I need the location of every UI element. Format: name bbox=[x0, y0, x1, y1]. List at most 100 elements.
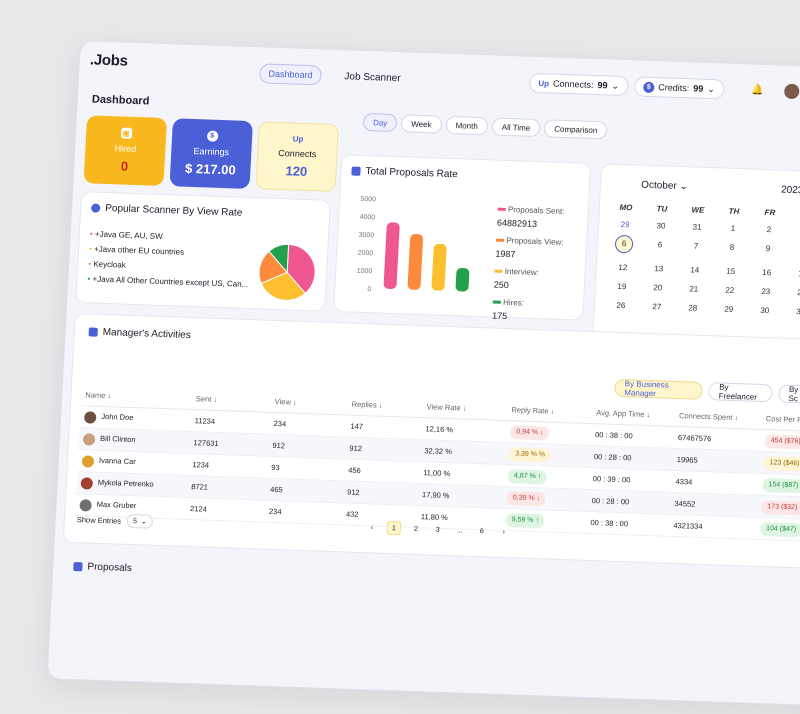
filter-week[interactable]: Week bbox=[400, 114, 443, 134]
weekday-label: FR bbox=[764, 207, 776, 218]
bar-chart-icon bbox=[351, 166, 361, 176]
calendar-day[interactable]: 31 bbox=[692, 222, 702, 232]
column-header[interactable]: Reply Rate ↓ bbox=[511, 405, 555, 416]
nav-job-scanner[interactable]: Job Scanner bbox=[344, 70, 401, 84]
filter-day[interactable]: Day bbox=[362, 112, 398, 133]
column-header[interactable]: View ↓ bbox=[274, 396, 297, 407]
tab-business-manager[interactable]: By Business Manager bbox=[614, 378, 704, 400]
connects-dropdown[interactable]: Up Connects: 99 ⌄ bbox=[528, 72, 629, 97]
calendar-day[interactable]: 14 bbox=[690, 265, 700, 275]
table-cell: 34552 bbox=[674, 498, 696, 509]
tab-freelancer[interactable]: By Freelancer bbox=[708, 382, 774, 403]
calendar-day[interactable]: 22 bbox=[725, 285, 735, 295]
column-header[interactable]: Sent ↓ bbox=[195, 394, 218, 404]
weekday-label: TU bbox=[656, 204, 668, 214]
calendar-day[interactable]: 20 bbox=[653, 283, 663, 293]
calendar-day[interactable]: 2 bbox=[766, 225, 772, 235]
bell-icon[interactable]: 🔔 bbox=[751, 84, 765, 96]
legend-item: Proposals Sent: 64882913 bbox=[496, 205, 565, 230]
calendar-day[interactable]: 15 bbox=[726, 266, 736, 276]
calendar-day[interactable]: 24 bbox=[797, 288, 800, 298]
credits-dropdown[interactable]: $ Credits: 99 ⌄ bbox=[633, 76, 725, 100]
calendar-week: 19 20 21 22 23 24 bbox=[604, 281, 800, 298]
manager-name: Ivanna Car bbox=[98, 456, 136, 467]
activities-table: Name ↓ Sent ↓ View ↓ Replies ↓ View Rate ↓ Re… bbox=[75, 384, 800, 542]
chart-icon bbox=[88, 327, 98, 337]
calendar-day[interactable]: 19 bbox=[617, 281, 627, 292]
manager-name-cell: Ivanna Car bbox=[78, 454, 189, 471]
hired-label: Hired bbox=[114, 143, 137, 155]
manager-name: Max Gruber bbox=[96, 500, 137, 511]
column-header[interactable]: Name ↓ bbox=[85, 390, 112, 401]
proposals-section-title: Proposals bbox=[73, 561, 132, 574]
calendar-day[interactable]: 12 bbox=[618, 262, 628, 273]
legend-swatch bbox=[495, 239, 505, 243]
calendar-day[interactable]: 9 bbox=[765, 244, 771, 254]
earnings-card: $ Earnings $ 217.00 bbox=[169, 118, 253, 189]
next-page-icon[interactable]: › bbox=[502, 528, 506, 536]
column-header[interactable]: Avg. App Time ↓ bbox=[596, 408, 651, 420]
calendar-day[interactable]: 29 bbox=[620, 219, 630, 230]
calendar-day[interactable]: 8 bbox=[729, 242, 735, 252]
calendar-day[interactable]: 10 bbox=[786, 245, 800, 260]
page-button[interactable]: 3 bbox=[435, 526, 440, 534]
filter-comparison[interactable]: Comparison bbox=[543, 119, 608, 140]
table-cell: 00 : 28 : 00 bbox=[593, 452, 632, 463]
column-header[interactable]: Replies ↓ bbox=[351, 399, 383, 410]
column-header[interactable]: Connects Spent ↓ bbox=[678, 411, 739, 423]
calendar-day[interactable]: 6 bbox=[614, 234, 634, 254]
edit-icon bbox=[73, 562, 83, 572]
page-button[interactable]: 6 bbox=[479, 527, 484, 535]
calendar-day[interactable]: 13 bbox=[654, 264, 664, 274]
cost-badge: 173 ($32) bbox=[760, 499, 800, 515]
calendar-day[interactable]: 23 bbox=[761, 286, 771, 297]
nav-dashboard[interactable]: Dashboard bbox=[258, 63, 322, 86]
calendar-day[interactable]: 28 bbox=[688, 303, 698, 313]
column-header[interactable]: View Rate ↓ bbox=[426, 402, 467, 413]
page-button[interactable]: 1 bbox=[386, 520, 402, 536]
table-cell: 12,16 % bbox=[425, 424, 454, 435]
calendar-day[interactable]: 16 bbox=[762, 267, 772, 278]
calendar-day[interactable]: 7 bbox=[693, 241, 699, 251]
table-cell: 912 bbox=[272, 440, 286, 451]
filter-all-time[interactable]: All Time bbox=[491, 117, 541, 138]
app-logo[interactable]: .Jobs bbox=[89, 51, 129, 70]
calendar-year-select[interactable]: 2023 ⌄ bbox=[781, 185, 800, 197]
prev-page-icon[interactable]: ‹ bbox=[370, 523, 374, 531]
table-cell: 67467576 bbox=[677, 433, 712, 444]
column-header[interactable]: Cost Per Re bbox=[765, 414, 800, 425]
calendar-day[interactable]: 26 bbox=[616, 300, 626, 311]
calendar-day[interactable]: 21 bbox=[689, 284, 699, 294]
calendar-day[interactable]: 30 bbox=[656, 221, 666, 231]
filter-month[interactable]: Month bbox=[445, 115, 489, 136]
reply-rate-cell: 0,39 % ↓ bbox=[502, 490, 588, 507]
calendar-day[interactable]: 30 bbox=[760, 305, 770, 316]
calendar-day[interactable]: 27 bbox=[652, 302, 662, 312]
calendar-day[interactable]: 31 bbox=[796, 307, 800, 317]
dollar-icon: $ bbox=[206, 130, 218, 142]
legend-item: Interview: 250 bbox=[493, 266, 540, 291]
y-tick-label: 3000 bbox=[358, 232, 374, 240]
table-cell: 17,90 % bbox=[421, 490, 450, 501]
reply-rate-badge: 4,87 % ↑ bbox=[507, 468, 548, 484]
table-cell: 8721 bbox=[191, 482, 209, 492]
manager-name-cell: Bill Clinton bbox=[79, 432, 190, 449]
table-cell: 19965 bbox=[676, 455, 698, 465]
popular-pie-chart bbox=[258, 243, 316, 301]
upwork-icon: Up bbox=[292, 134, 304, 144]
user-avatar[interactable] bbox=[783, 83, 800, 100]
calendar-day[interactable]: 3 bbox=[787, 226, 800, 236]
page-button[interactable]: 2 bbox=[413, 525, 419, 533]
page-button[interactable]: ... bbox=[456, 526, 463, 535]
table-cell: 32,32 % bbox=[424, 446, 453, 457]
calendar-month-select[interactable]: October ⌄ bbox=[640, 179, 689, 193]
proposals-legend: Proposals Sent: 64882913 Proposals View: 1… bbox=[492, 205, 565, 323]
calendar-day[interactable]: 29 bbox=[724, 304, 734, 314]
cost-badge: 454 ($76) bbox=[764, 433, 800, 450]
show-entries-select[interactable]: 5 ⌄ bbox=[126, 513, 154, 529]
calendar-day[interactable]: 1 bbox=[730, 223, 736, 233]
calendar-day[interactable]: 6 bbox=[657, 240, 663, 250]
avatar bbox=[82, 432, 96, 446]
calendar-day[interactable]: 17 bbox=[785, 269, 800, 279]
tab-job-scanner[interactable]: By Job Sc bbox=[778, 384, 800, 405]
